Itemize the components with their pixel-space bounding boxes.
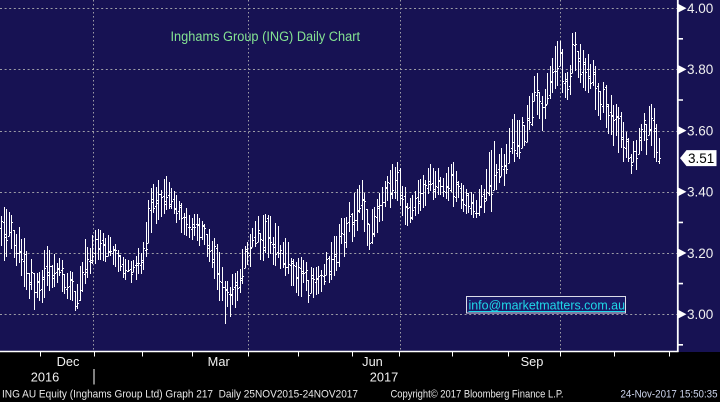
svg-text:2017: 2017 [370,370,398,385]
svg-text:ING AU Equity (Inghams Group L: ING AU Equity (Inghams Group Ltd) Graph … [2,389,358,401]
svg-text:Mar: Mar [208,354,231,369]
svg-text:3.40: 3.40 [687,185,713,200]
svg-text:3.51: 3.51 [688,151,714,166]
svg-text:24-Nov-2017 15:50:35: 24-Nov-2017 15:50:35 [621,389,718,401]
svg-text:Jun: Jun [362,354,383,369]
svg-text:3.80: 3.80 [687,62,713,77]
svg-text:3.00: 3.00 [687,307,713,322]
svg-text:3.20: 3.20 [687,246,713,261]
svg-text:2016: 2016 [31,370,59,385]
svg-text:4.00: 4.00 [687,1,713,16]
svg-text:Sep: Sep [521,354,544,369]
svg-text:Inghams Group (ING) Daily Char: Inghams Group (ING) Daily Chart [171,29,361,44]
svg-text:3.60: 3.60 [687,123,713,138]
svg-text:Copyright© 2017 Bloomberg Fina: Copyright© 2017 Bloomberg Finance L.P. [391,389,564,401]
svg-text:Dec: Dec [57,354,80,369]
svg-text:info@marketmatters.com.au: info@marketmatters.com.au [469,298,626,313]
